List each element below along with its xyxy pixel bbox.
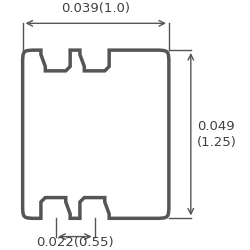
Text: 0.022(0.55): 0.022(0.55) bbox=[36, 236, 114, 249]
Text: 0.049
(1.25): 0.049 (1.25) bbox=[197, 120, 237, 149]
Text: 0.039(1.0): 0.039(1.0) bbox=[61, 2, 130, 15]
